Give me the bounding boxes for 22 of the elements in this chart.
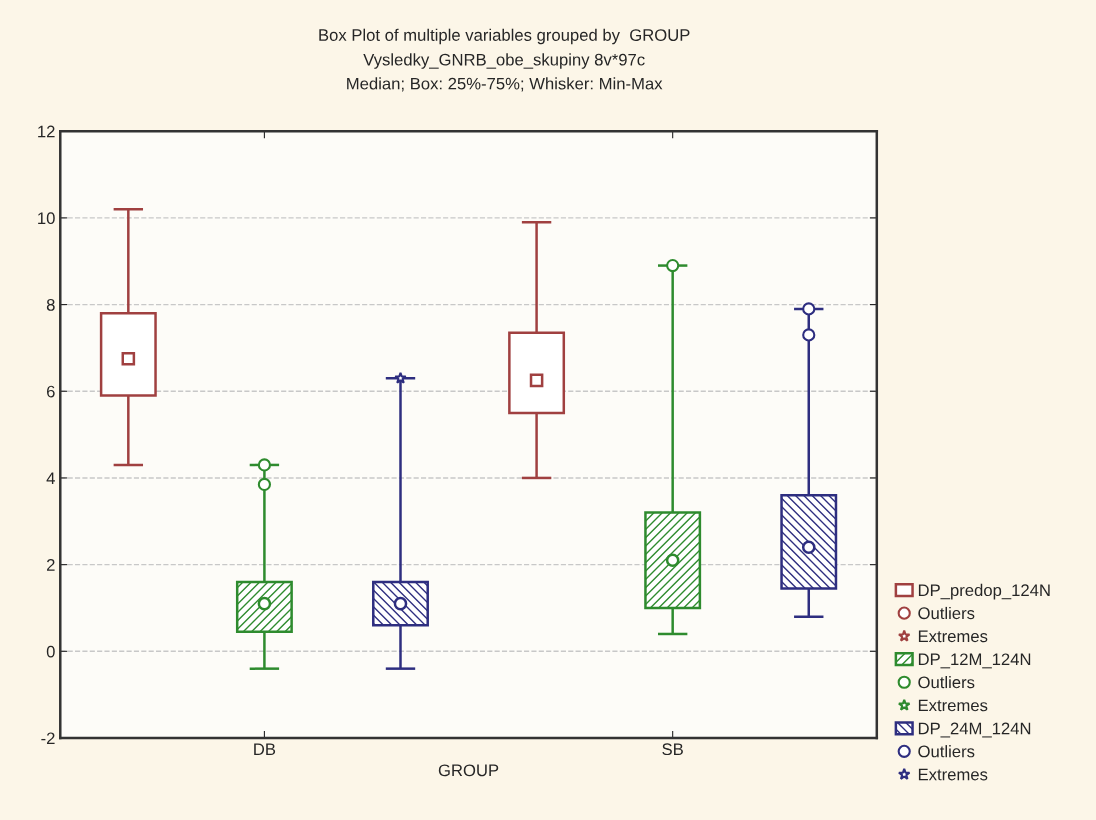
legend-label: DP_12M_124N: [918, 653, 1031, 669]
chart-title: Box Plot of multiple variables grouped by GROUP: [319, 28, 690, 45]
y-tick-label: 0: [46, 645, 55, 658]
legend-label: Extremes: [918, 699, 988, 712]
x-tick-label: SB: [662, 743, 683, 756]
x-tick-label: DB: [254, 743, 276, 755]
y-tick-label: 8: [46, 298, 55, 311]
y-tick-label: -2: [41, 732, 55, 745]
legend-label: Outliers: [918, 676, 975, 689]
chart-subtitle: Vysledky_GNRB_obe_skupiny 8v*97c Median; Box: 25%-75%; Whisker: Min-Max: [347, 53, 663, 92]
legend-label: Extremes: [918, 768, 988, 781]
legend-label: Extremes: [918, 630, 988, 643]
y-tick-label: 6: [47, 385, 55, 398]
legend-label: DP_24M_124N: [918, 722, 1031, 738]
y-tick-label: 12: [38, 125, 55, 138]
x-axis-title: GROUP: [438, 764, 499, 777]
y-tick-label: 4: [46, 472, 55, 484]
legend-label: Outliers: [918, 606, 975, 620]
y-tick-label: 2: [46, 559, 55, 571]
legend-label: DP_predop_124N: [918, 583, 1050, 600]
y-tick-label: 10: [38, 212, 55, 225]
legend-label: Outliers: [918, 745, 975, 758]
